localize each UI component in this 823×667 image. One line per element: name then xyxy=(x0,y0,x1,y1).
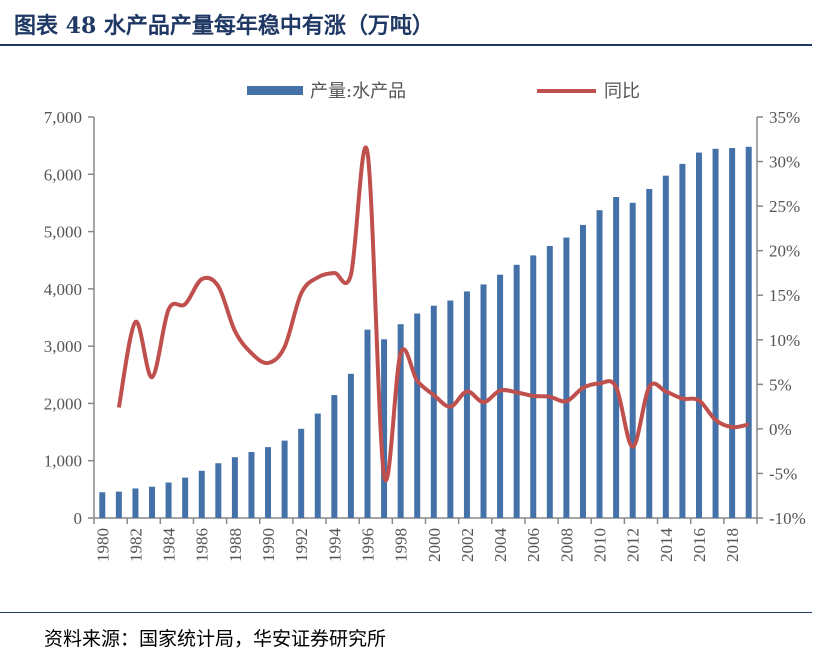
right-tick-label: 0% xyxy=(769,420,792,439)
bar-1991 xyxy=(281,440,288,518)
bar-1995 xyxy=(347,373,354,518)
x-tick-label: 2006 xyxy=(524,528,543,562)
x-tick-label: 2004 xyxy=(491,528,510,563)
bar-1982 xyxy=(132,488,139,518)
bar-2007 xyxy=(546,246,553,518)
left-tick-label: 0 xyxy=(74,509,83,528)
bar-2002 xyxy=(463,291,470,518)
x-tick-label: 2002 xyxy=(458,528,477,562)
x-tick-label: 2012 xyxy=(624,528,643,562)
bar-1993 xyxy=(314,413,321,518)
bar-1990 xyxy=(265,447,272,518)
x-tick-label: 1992 xyxy=(292,528,311,562)
bar-2000 xyxy=(430,305,437,518)
legend-line-label: 同比 xyxy=(604,81,640,102)
bar-2013 xyxy=(646,188,653,518)
bar-2010 xyxy=(596,210,603,518)
bar-2011 xyxy=(613,197,620,518)
bar-2019 xyxy=(745,146,752,518)
x-tick-label: 1994 xyxy=(325,528,344,563)
title-divider xyxy=(0,44,812,46)
right-tick-label: 10% xyxy=(769,331,800,350)
bar-1981 xyxy=(115,491,122,518)
bar-1983 xyxy=(149,486,156,518)
bar-2004 xyxy=(497,274,504,518)
legend-bar-label: 产量:水产品 xyxy=(310,81,406,102)
bar-2012 xyxy=(629,202,636,518)
x-tick-label: 1984 xyxy=(160,528,179,563)
x-tick-label: 2018 xyxy=(723,528,742,562)
left-tick-label: 5,000 xyxy=(44,223,82,242)
source-divider xyxy=(0,612,812,613)
left-tick-label: 6,000 xyxy=(44,165,82,184)
x-tick-label: 2014 xyxy=(657,528,676,563)
x-tick-label: 2000 xyxy=(425,528,444,562)
bar-2015 xyxy=(679,163,686,518)
bar-1997 xyxy=(381,339,388,518)
left-tick-label: 4,000 xyxy=(44,280,82,299)
bar-1986 xyxy=(198,470,205,518)
bar-2014 xyxy=(662,175,669,518)
bar-1992 xyxy=(298,428,305,518)
bar-1996 xyxy=(364,329,371,518)
right-tick-label: 20% xyxy=(769,242,800,261)
bar-1994 xyxy=(331,395,338,518)
bar-1989 xyxy=(248,452,255,518)
right-tick-label: 25% xyxy=(769,197,800,216)
x-tick-label: 2008 xyxy=(557,528,576,562)
chart: 0 1,000 2,000 3,000 4,000 5,000 6,000 7,000 -10%… xyxy=(44,81,806,563)
bar-2006 xyxy=(530,255,537,518)
left-tick-label: 7,000 xyxy=(44,108,82,127)
bar-1985 xyxy=(182,477,189,518)
chart-title: 图表 48 水产品产量每年稳中有涨（万吨） xyxy=(14,13,434,39)
right-tick-label: -10% xyxy=(769,509,806,528)
bar-2009 xyxy=(579,224,586,519)
bar-1999 xyxy=(414,313,421,518)
bar-2008 xyxy=(563,237,570,518)
x-tick-label: 2010 xyxy=(591,528,610,562)
right-tick-label: 15% xyxy=(769,286,800,305)
bar-1988 xyxy=(231,457,238,518)
bar-2017 xyxy=(712,148,719,518)
bar-2016 xyxy=(695,152,702,518)
right-tick-label: -5% xyxy=(769,464,797,483)
x-tick-label: 2016 xyxy=(690,528,709,562)
x-tick-label: 1990 xyxy=(259,528,278,562)
legend-bar-swatch xyxy=(247,86,303,95)
left-tick-label: 3,000 xyxy=(44,337,82,356)
source-note: 资料来源：国家统计局，华安证券研究所 xyxy=(44,628,387,650)
bar-1984 xyxy=(165,482,172,518)
x-tick-label: 1980 xyxy=(93,528,112,562)
yoy-line xyxy=(116,145,750,482)
bar-2018 xyxy=(729,148,736,518)
x-tick-label: 1982 xyxy=(126,528,145,562)
right-tick-label: 30% xyxy=(769,153,800,172)
bar-1980 xyxy=(99,492,106,518)
x-tick-label: 1988 xyxy=(226,528,245,562)
left-tick-label: 1,000 xyxy=(44,452,82,471)
bar-1998 xyxy=(397,324,404,518)
x-tick-label: 1996 xyxy=(358,528,377,562)
x-tick-label: 1998 xyxy=(392,528,411,562)
x-tick-label: 1986 xyxy=(193,528,212,562)
left-tick-label: 2,000 xyxy=(44,394,82,413)
right-tick-label: 5% xyxy=(769,375,792,394)
bar-2001 xyxy=(447,300,454,518)
right-tick-label: 35% xyxy=(769,108,800,127)
bar-1987 xyxy=(215,463,222,518)
